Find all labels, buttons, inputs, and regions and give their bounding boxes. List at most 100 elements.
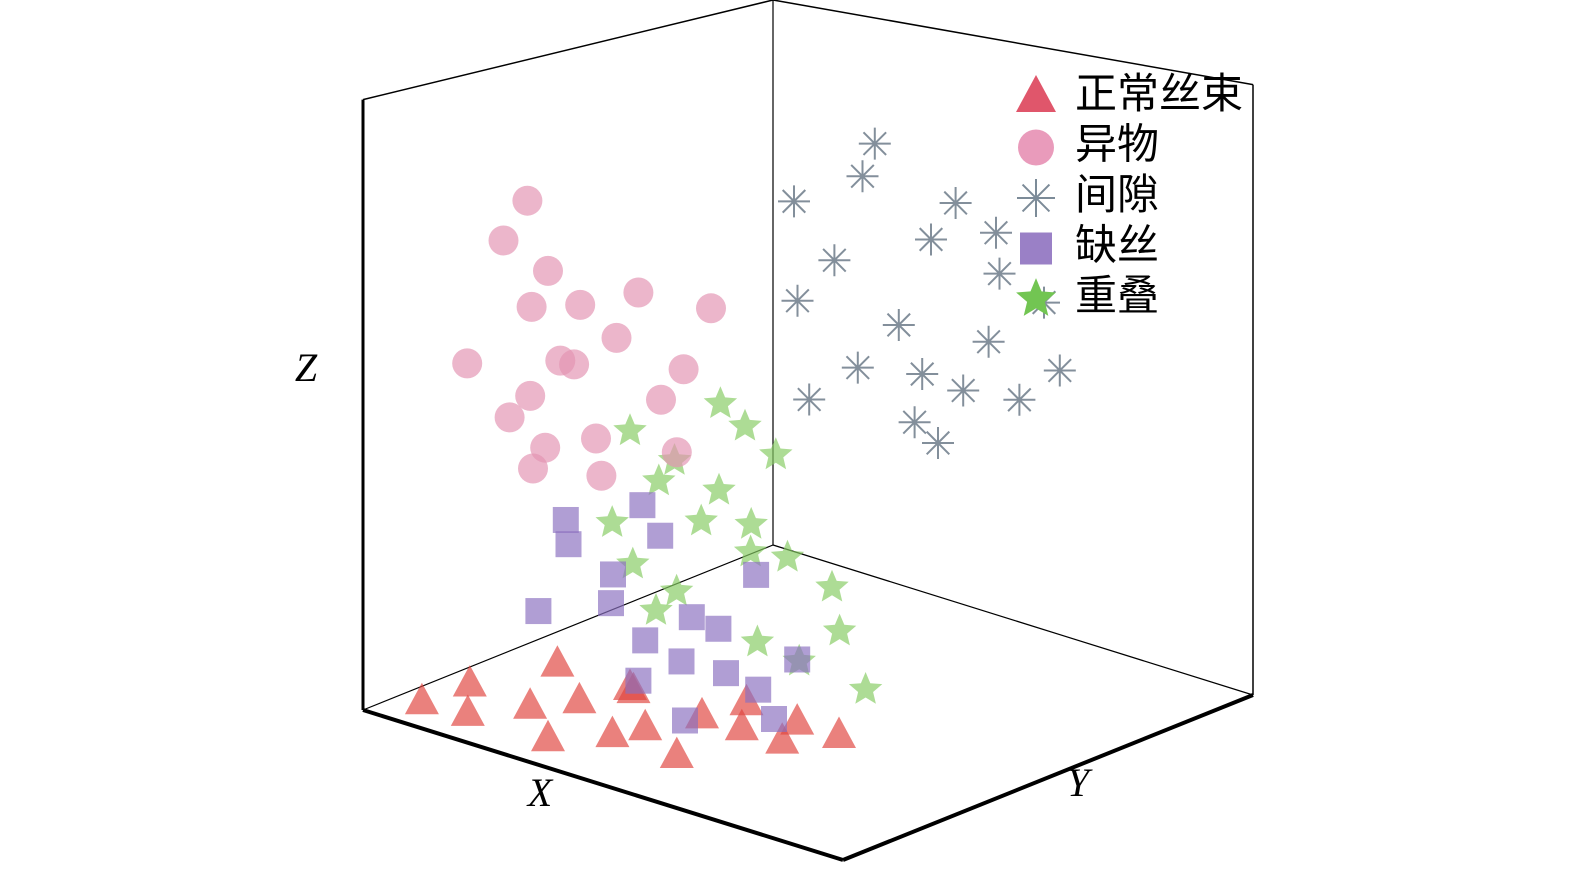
data-point [516, 291, 547, 322]
data-point [632, 627, 659, 654]
legend-label: 间隙 [1075, 170, 1159, 219]
data-point [562, 681, 597, 714]
data-point [601, 322, 632, 353]
data-point [1003, 383, 1036, 416]
data-point [740, 624, 775, 657]
data-point [780, 703, 815, 735]
data-point [846, 160, 879, 193]
data-point [770, 539, 805, 572]
data-point [639, 592, 673, 625]
data-point [595, 715, 630, 748]
legend-label: 正常丝束 [1075, 69, 1243, 118]
data-point [646, 384, 676, 415]
data-point [552, 506, 579, 533]
data-point [822, 613, 857, 646]
legend-marker [1017, 179, 1055, 217]
data-point [841, 351, 874, 384]
data-point [815, 569, 849, 602]
data-point [678, 604, 705, 631]
legend-label: 异物 [1075, 120, 1159, 169]
data-point [939, 186, 972, 219]
data-point [555, 531, 582, 558]
data-point [980, 216, 1012, 249]
data-point [702, 472, 736, 505]
data-point [705, 615, 732, 642]
data-point [972, 325, 1005, 358]
data-point [540, 645, 575, 677]
data-point [518, 453, 548, 484]
data-point [565, 289, 596, 320]
data-point [642, 463, 676, 496]
box-edge [362, 544, 774, 711]
data-point [983, 257, 1016, 290]
data-point [668, 354, 699, 385]
box-edge [772, 0, 1254, 86]
data-point [898, 406, 931, 439]
data-point [581, 423, 611, 454]
data-point [728, 408, 762, 441]
data-point [733, 534, 768, 567]
data-point [450, 694, 485, 726]
legend-marker [1016, 75, 1056, 112]
data-point [668, 648, 695, 675]
data-point [818, 244, 851, 277]
data-point [559, 349, 590, 380]
y-axis-label: Y [1067, 760, 1093, 805]
data-point [793, 383, 826, 416]
data-point [759, 437, 793, 470]
data-point [404, 682, 439, 715]
data-point [761, 705, 787, 732]
data-point [724, 708, 759, 741]
data-point [515, 380, 546, 411]
data-point [822, 716, 856, 748]
data-point [781, 284, 814, 317]
data-point [684, 503, 718, 536]
data-point [947, 374, 980, 407]
box-edge [772, 544, 1254, 696]
data-point [598, 590, 624, 617]
data-point [525, 598, 552, 625]
legend-marker [1016, 278, 1056, 316]
data-point [1043, 354, 1076, 387]
data-point [533, 255, 563, 286]
data-point [659, 736, 694, 769]
data-point [488, 225, 519, 256]
data-point [848, 672, 883, 704]
legend-label: 缺丝 [1075, 221, 1159, 270]
data-point [647, 522, 674, 549]
data-point [906, 358, 939, 391]
box-edge [362, 0, 774, 101]
data-point [623, 277, 654, 308]
legend-marker [1018, 129, 1054, 166]
data-point [628, 708, 663, 741]
data-point [882, 308, 915, 341]
data-point [734, 506, 768, 539]
data-point [745, 676, 772, 703]
z-axis-label: Z [295, 345, 318, 390]
legend-label: 重叠 [1075, 271, 1159, 320]
data-point [452, 665, 487, 697]
x-axis-label: X [526, 770, 554, 815]
data-point [784, 646, 811, 673]
data-point [586, 460, 617, 491]
legend-marker [1020, 232, 1052, 265]
data-point [494, 402, 525, 433]
data-point [703, 386, 738, 418]
data-point [629, 492, 656, 519]
data-point [512, 185, 543, 216]
data-point [531, 719, 565, 752]
plot-area [404, 127, 1076, 769]
data-point [595, 505, 629, 537]
data-point [915, 223, 947, 256]
data-point [858, 127, 891, 160]
data-point [922, 426, 954, 459]
data-point [672, 707, 698, 734]
data-point [743, 561, 770, 588]
data-point [452, 348, 483, 379]
data-point [659, 573, 694, 606]
data-point [713, 660, 739, 687]
data-point [661, 437, 692, 468]
